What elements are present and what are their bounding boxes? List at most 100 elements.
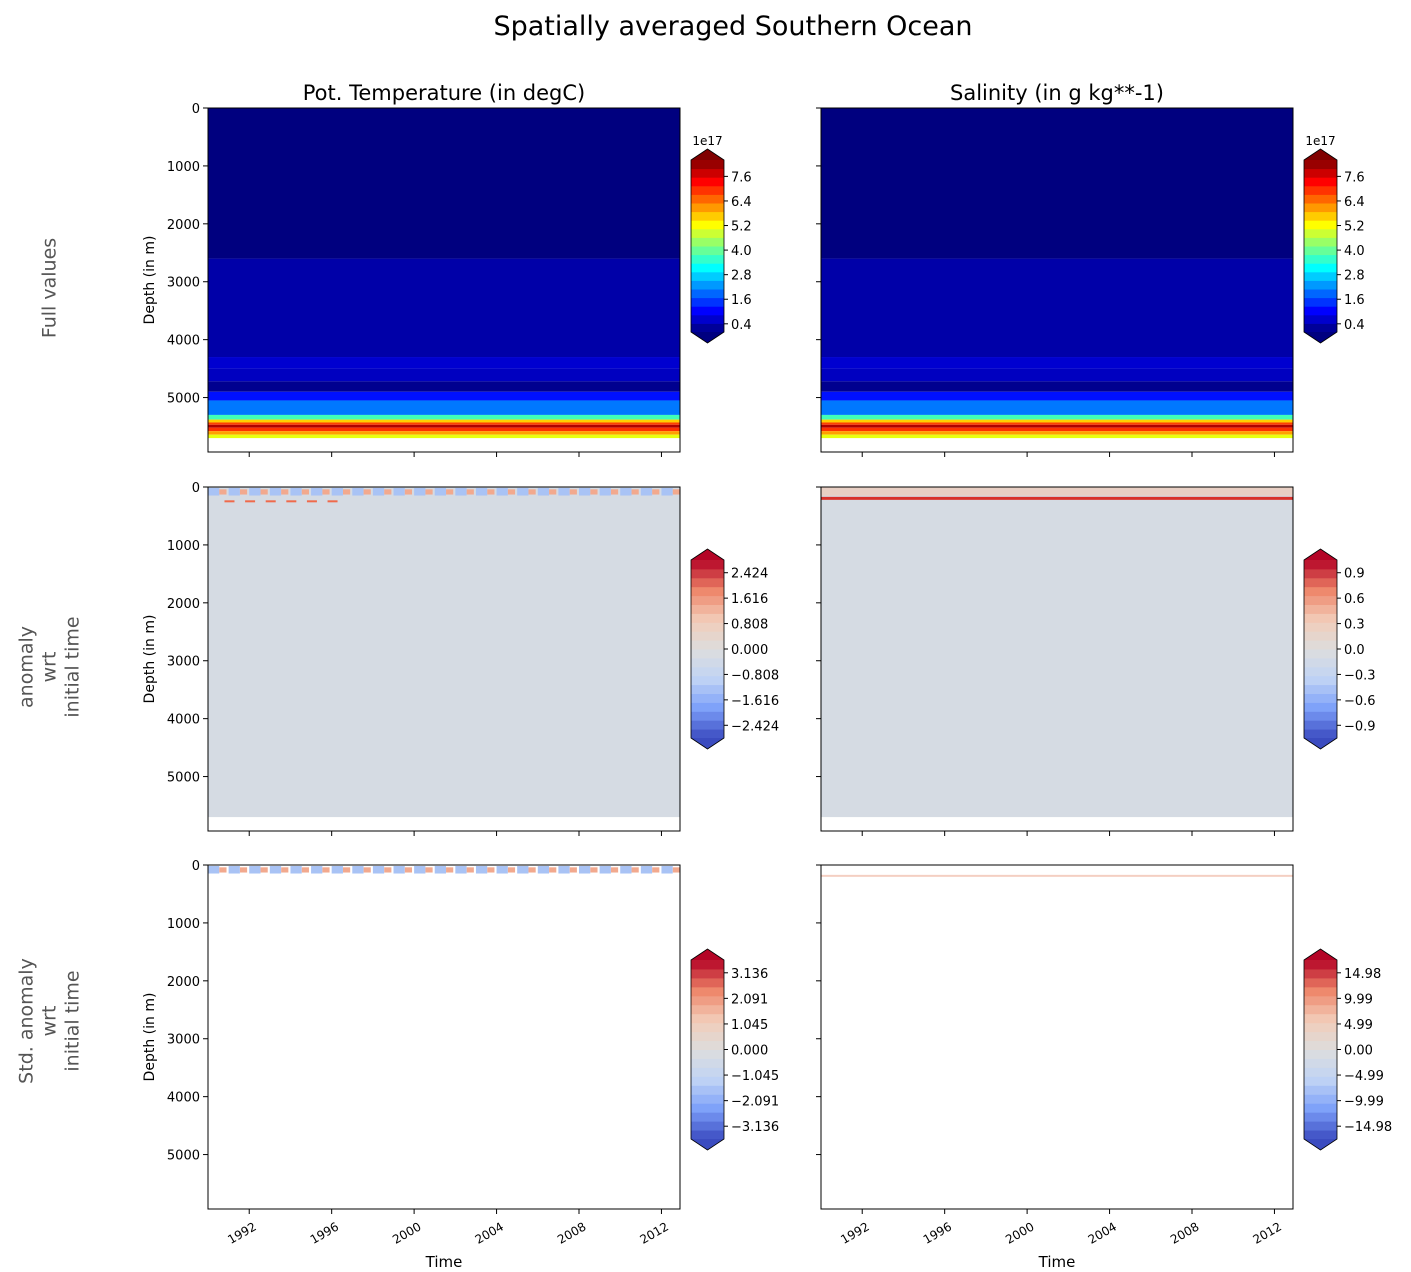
colorbar-level [691,560,724,570]
contour-band [821,391,1293,401]
contour-band [208,108,680,259]
colorbar-level [1304,306,1337,316]
colorbar-level [691,968,724,979]
colorbar-level [1304,604,1337,614]
colorbar-level [691,1112,724,1122]
column-title-salinity: Salinity (in g kg**-1) [950,81,1164,105]
anomaly-warm-patch [239,867,248,873]
panel-r0-c1: 0.4 1.6 2.8 4.0 5.2 6.4 7.6 1e17 [816,107,1365,457]
colorbar-level [691,568,724,579]
contour-band [821,258,1293,358]
anomaly-warm-patch [260,489,268,495]
colorbar-level [1304,622,1337,632]
anomaly-warm-patch [652,867,660,873]
colorbar-level [1304,1085,1337,1095]
colorbar-level [1304,314,1337,324]
axes-frame [820,864,1294,1210]
colorbar-level [1304,289,1337,299]
anomaly-warm-patch [322,867,330,873]
colorbar-level [691,640,724,650]
colorbar-tick-label: −3.136 [731,1120,779,1135]
row-label: wrt [39,1006,61,1037]
colorbar-tick-label: 3.136 [731,967,768,982]
anomaly-warm-patch [322,489,330,495]
anomaly-cold-patch [414,866,426,874]
contour-band [208,357,680,369]
panel-r1-c1: −0.9 −0.6 −0.3 0.0 0.3 0.6 0.9 [816,486,1376,836]
x-tick-label: 2000 [390,1219,423,1246]
colorbar-level [691,693,724,703]
colorbar-level [691,577,724,588]
contour-band [821,487,1293,496]
colorbar-tick-label: −9.99 [1344,1095,1384,1110]
y-axis-label: Depth (in m) [142,236,158,325]
contour-band [821,400,1293,415]
colorbar-level [1304,640,1337,650]
panel-r0-c0: 0 1000 2000 3000 4000 5000 Depth (in m) 0.4 1.6 2… [142,102,752,457]
colorbar-level [1304,220,1337,230]
anomaly-warm-patch [610,489,619,495]
colorbar-level [1304,595,1337,605]
anomaly-cold-patch [496,488,508,496]
colorbar-level [1304,1049,1337,1059]
colorbar-tick-label: −0.808 [731,668,779,683]
anomaly-warm-dash [245,500,256,503]
colorbar-tick-label: 4.0 [731,244,752,259]
colorbar-level [691,622,724,632]
y-tick-label: 5000 [167,1149,200,1164]
colorbar-level [691,720,724,730]
anomaly-cold-patch [352,488,364,496]
colorbar-level [691,306,724,316]
contour-band [821,422,1293,425]
colorbar-outline [690,948,725,1151]
colorbar-tick-label: 0.4 [1344,318,1365,333]
y-tick-label: 1000 [167,917,200,932]
colorbar-level [1304,160,1337,170]
row-label: initial time [62,616,84,717]
colorbar-level [691,1004,724,1015]
anomaly-cold-patch [311,488,323,496]
colorbar-tick-label: 4.99 [1344,1018,1373,1033]
anomaly-warm-dash [286,500,297,503]
anomaly-warm-patch [549,867,557,873]
colorbar-tick-label: 5.2 [1344,220,1365,235]
contour-band [208,427,680,432]
colorbar-level [691,1022,724,1033]
y-tick-label: 1000 [167,160,200,175]
colorbar-level [691,185,724,195]
anomaly-cold-patch [496,866,508,874]
colorbar-level [691,297,724,307]
x-tick-label: 2004 [473,1219,506,1246]
colorbar-level [691,702,724,712]
colorbar-extend-min [1304,332,1337,343]
colorbar-level [691,1076,724,1086]
colorbar-level [1304,968,1337,979]
colorbar-tick-label: 0.808 [731,618,768,633]
colorbar-level [1304,168,1337,178]
contour-band [821,424,1293,428]
anomaly-warm-dash [327,500,338,503]
colorbar-level [691,1040,724,1050]
anomaly-cold-patch [372,866,385,874]
colorbar-level [1304,649,1337,659]
y-tick-label: 5000 [167,392,200,407]
x-tick-label: 2012 [637,1219,670,1246]
colorbar-level [691,1013,724,1024]
y-tick-label: 2000 [167,597,200,612]
colorbar-tick-label: 2.8 [731,269,752,284]
colorbar-tick-label: 0.9 [1344,567,1365,582]
colorbar-extend-max [1304,949,1337,960]
colorbar-tick-label: −4.99 [1344,1069,1384,1084]
contour-band [821,414,1293,420]
colorbar-level [691,263,724,273]
anomaly-cold-patch [208,488,220,496]
contour-band [821,357,1293,369]
colorbar-level [691,595,724,605]
contour-band [208,391,680,401]
anomaly-warm-dash [224,500,235,503]
colorbar-level [691,977,724,988]
x-tick-label: 2004 [1086,1219,1119,1246]
anomaly-warm-patch [425,867,433,873]
colorbar-tick-label: 0.00 [1344,1044,1373,1059]
anomaly-cold-patch [620,866,632,874]
